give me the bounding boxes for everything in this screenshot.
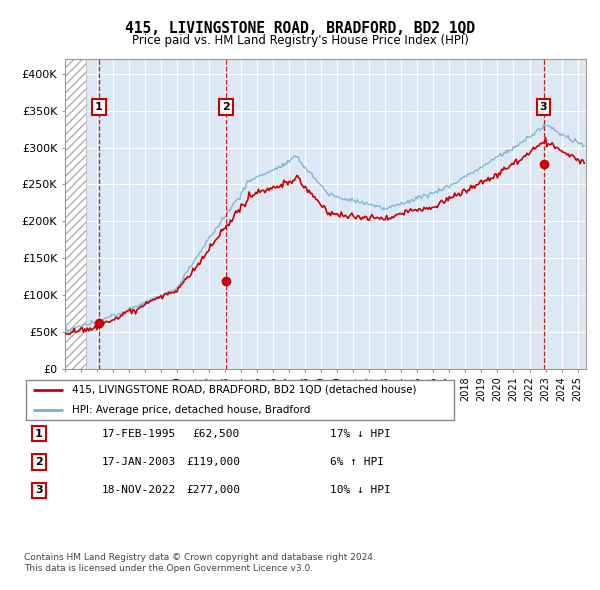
Text: Contains HM Land Registry data © Crown copyright and database right 2024.: Contains HM Land Registry data © Crown c… [24,553,376,562]
Bar [65,59,86,369]
Text: 2: 2 [222,102,230,112]
Text: Price paid vs. HM Land Registry's House Price Index (HPI): Price paid vs. HM Land Registry's House … [131,34,469,47]
Text: 415, LIVINGSTONE ROAD, BRADFORD, BD2 1QD (detached house): 415, LIVINGSTONE ROAD, BRADFORD, BD2 1QD… [71,385,416,395]
Text: 17-JAN-2003: 17-JAN-2003 [102,457,176,467]
Text: 2: 2 [35,457,43,467]
Text: 415, LIVINGSTONE ROAD, BRADFORD, BD2 1QD: 415, LIVINGSTONE ROAD, BRADFORD, BD2 1QD [125,21,475,35]
Text: 3: 3 [35,486,43,495]
Text: 6% ↑ HPI: 6% ↑ HPI [330,457,384,467]
Text: £62,500: £62,500 [193,429,240,438]
Text: HPI: Average price, detached house, Bradford: HPI: Average price, detached house, Brad… [71,405,310,415]
Text: 1: 1 [35,429,43,438]
Text: 17-FEB-1995: 17-FEB-1995 [102,429,176,438]
Text: 1: 1 [95,102,103,112]
Text: 10% ↓ HPI: 10% ↓ HPI [330,486,391,495]
Text: This data is licensed under the Open Government Licence v3.0.: This data is licensed under the Open Gov… [24,565,313,573]
Text: £119,000: £119,000 [186,457,240,467]
FancyBboxPatch shape [26,380,454,419]
Text: 18-NOV-2022: 18-NOV-2022 [102,486,176,495]
Text: £277,000: £277,000 [186,486,240,495]
Text: 3: 3 [540,102,547,112]
Text: 17% ↓ HPI: 17% ↓ HPI [330,429,391,438]
